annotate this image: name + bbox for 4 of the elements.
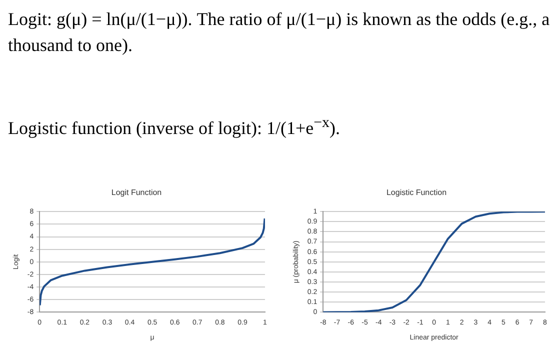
chart-title: Logit Function bbox=[111, 188, 162, 198]
chart-title: Logistic Function bbox=[386, 188, 447, 198]
text: Logistic function (inverse of logit): 1/(1+e$^{−x}$). bbox=[8, 114, 342, 140]
text: Logit: g(μ) = ln(μ/(1−μ)). The ratio of μ/(1−μ) is known as the odds (e.g., a thousand to one). bbox=[8, 8, 551, 57]
